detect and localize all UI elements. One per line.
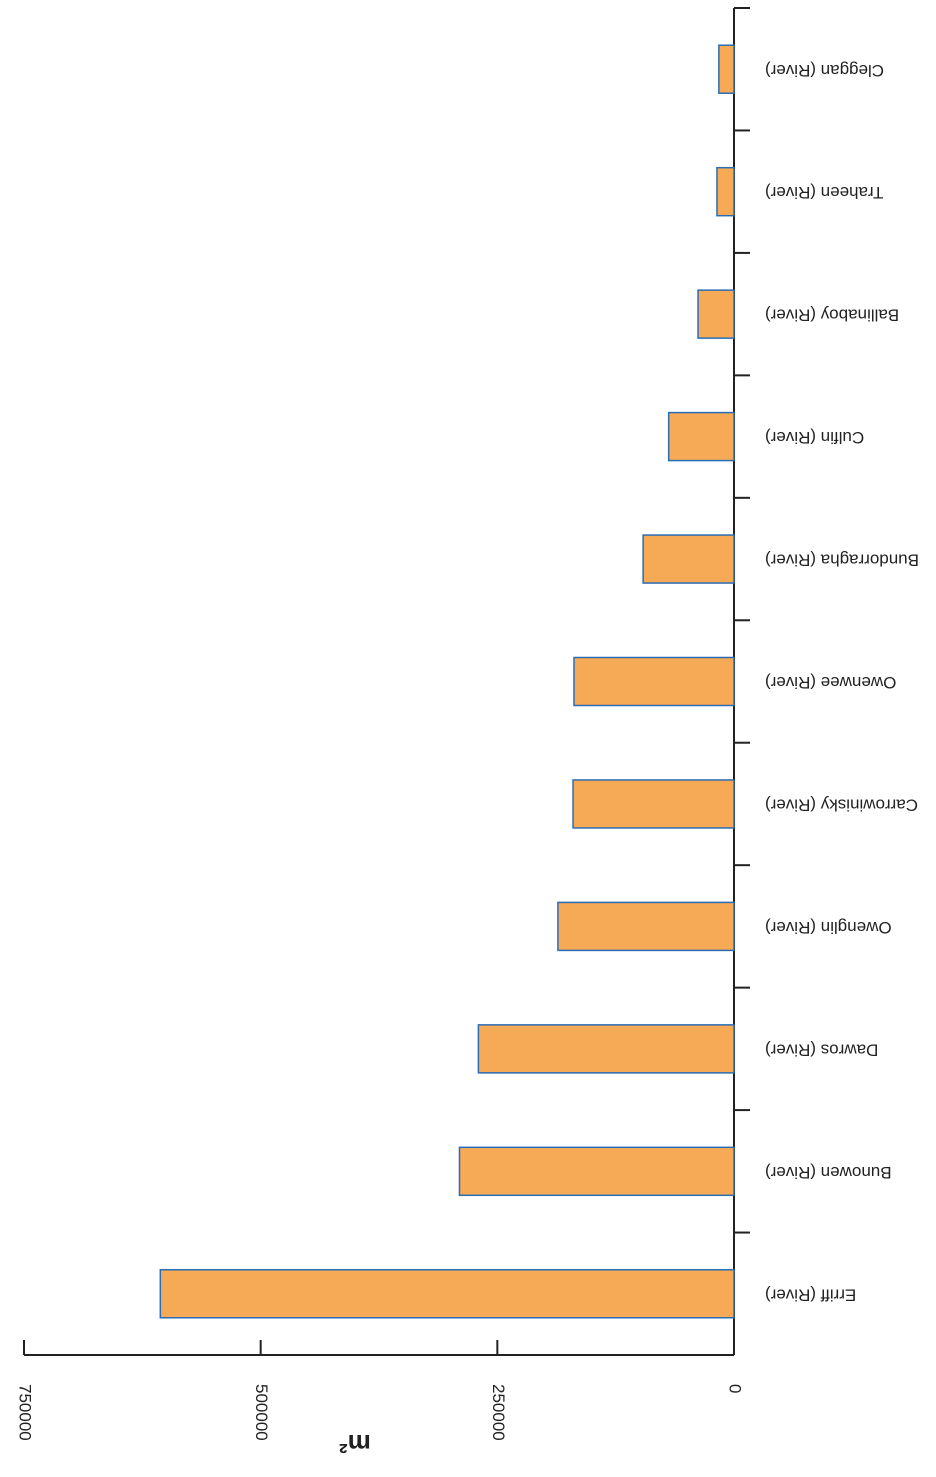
bar — [697, 289, 735, 339]
bar — [718, 44, 735, 94]
y-tick-label: Cleggan (River) — [765, 61, 884, 80]
bar — [159, 1269, 735, 1319]
bar — [667, 411, 735, 462]
bar — [458, 1146, 735, 1197]
y-tick-label: Owenglin (River) — [765, 918, 892, 937]
bar — [572, 779, 735, 829]
x-tick-label: 750000 — [16, 1384, 35, 1441]
y-tick-label: Bundorragha (River) — [765, 551, 919, 570]
bar — [716, 166, 735, 217]
y-tick-label: Owenwee (River) — [765, 673, 896, 692]
bar — [642, 534, 735, 584]
y-tick-label: Erriff (River) — [765, 1285, 856, 1304]
x-tick-label: 250000 — [489, 1384, 508, 1441]
x-tick-label: 500000 — [252, 1384, 271, 1441]
bar — [477, 1024, 735, 1074]
y-tick-label: Carrowinisky (River) — [765, 795, 918, 814]
x-axis-label: m² — [339, 1429, 371, 1459]
y-tick-label: Traheen (River) — [765, 183, 883, 202]
y-tick-label: Culfin (River) — [765, 428, 864, 447]
bar — [557, 901, 735, 952]
x-tick-label: 0 — [726, 1384, 745, 1393]
y-tick-label: Ballinaboy (River) — [765, 306, 899, 325]
plot: m² 0 250000 500000 750000 Erriff (River) Buno… — [16, 7, 919, 1459]
y-tick-label: Bunowen (River) — [765, 1163, 892, 1182]
y-tick-label: Dawros (River) — [765, 1040, 878, 1059]
bar — [573, 656, 735, 707]
